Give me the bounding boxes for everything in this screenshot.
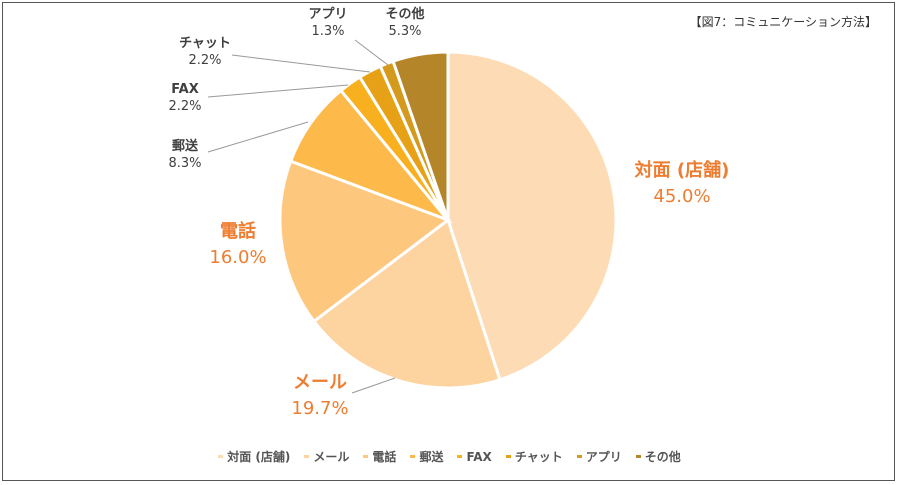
- legend-swatch: [457, 455, 463, 458]
- pie-slice: [311, 217, 502, 390]
- legend-label: 郵送: [419, 450, 444, 464]
- slice-value: 19.7%: [291, 398, 348, 419]
- legend-label: メール: [313, 450, 350, 464]
- legend-label: その他: [644, 450, 681, 464]
- legend-swatch: [218, 455, 224, 458]
- legend-swatch: [304, 455, 310, 458]
- slice-label: 対面 (店舗): [634, 159, 730, 181]
- legend-item: 対面 (店舗): [218, 448, 290, 465]
- slice-value: 45.0%: [653, 186, 710, 207]
- legend-swatch: [576, 455, 582, 458]
- slice-label: メール: [293, 372, 347, 393]
- slice-label: 郵送: [172, 138, 199, 154]
- pie-slice: [278, 159, 452, 324]
- leader-line: [207, 121, 309, 153]
- pie-slice: [391, 50, 450, 221]
- pie-slice: [288, 88, 453, 224]
- legend-item: 郵送: [410, 448, 443, 465]
- slice-value: 2.2%: [188, 53, 221, 68]
- slice-label: アプリ: [308, 7, 347, 22]
- slice-label: FAX: [171, 82, 198, 97]
- leader-line: [231, 54, 371, 73]
- legend: 対面 (店舗) メール 電話 郵送 FAX チャット アプリ その他: [0, 448, 899, 465]
- legend-label: 対面 (店舗): [227, 450, 291, 464]
- legend-item: FAX: [457, 448, 492, 465]
- legend-label: アプリ: [585, 450, 622, 464]
- chart-title: 【図7：コミュニケーション方法】: [689, 15, 877, 29]
- leader-line: [351, 377, 396, 394]
- legend-item: メール: [304, 448, 349, 465]
- legend-swatch: [410, 455, 416, 458]
- slice-value: 5.3%: [388, 24, 421, 39]
- legend-swatch: [363, 455, 369, 458]
- slice-value: 16.0%: [209, 247, 266, 268]
- slice-label: チャット: [179, 36, 231, 51]
- leader-line: [354, 39, 389, 66]
- leader-line: [207, 84, 349, 98]
- pie-slice: [446, 50, 618, 382]
- legend-swatch: [635, 455, 641, 458]
- legend-item: その他: [635, 448, 681, 465]
- legend-label: FAX: [466, 449, 492, 464]
- slice-value: 1.3%: [311, 24, 344, 39]
- legend-item: 電話: [363, 448, 396, 465]
- legend-swatch: [505, 455, 511, 458]
- slice-value: 2.2%: [168, 99, 201, 114]
- slice-label: その他: [385, 6, 424, 22]
- legend-item: アプリ: [576, 448, 622, 465]
- slice-label: 電話: [220, 220, 256, 242]
- legend-item: チャット: [505, 448, 563, 465]
- legend-label: チャット: [514, 450, 563, 464]
- legend-label: 電話: [372, 450, 397, 464]
- slice-value: 8.3%: [168, 156, 201, 171]
